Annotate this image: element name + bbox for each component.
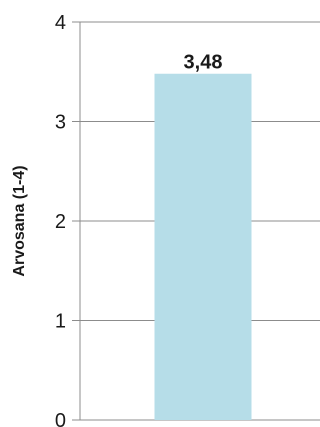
y-tick-label-4: 4 <box>55 12 66 34</box>
bars <box>154 73 252 421</box>
y-tick-label-1: 1 <box>55 311 66 333</box>
data-label-0: 3,48 <box>184 52 223 74</box>
y-axis-title: Arvosana (1-4) <box>11 165 28 276</box>
y-tick-label-3: 3 <box>55 112 66 134</box>
bar-0 <box>154 73 252 421</box>
data-labels: 3,48 <box>184 52 223 74</box>
y-tick-label-0: 0 <box>55 410 66 427</box>
y-tick-labels: 0 1 2 3 4 <box>55 12 66 427</box>
y-tick-label-2: 2 <box>55 211 66 233</box>
